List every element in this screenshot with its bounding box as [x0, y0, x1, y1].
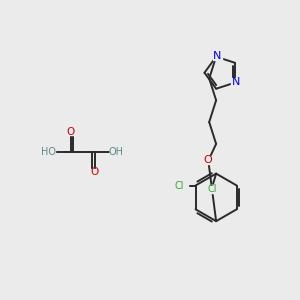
Bar	[172, 182, 188, 190]
Text: N: N	[213, 51, 221, 61]
Bar	[204, 185, 220, 194]
Bar	[67, 129, 75, 135]
Bar	[91, 169, 98, 175]
Text: O: O	[204, 155, 213, 165]
Bar	[110, 148, 122, 155]
Text: OH: OH	[109, 147, 124, 157]
Bar	[43, 148, 55, 155]
Bar	[204, 156, 213, 164]
Text: O: O	[90, 167, 99, 177]
Text: Cl: Cl	[175, 181, 184, 190]
Text: Cl: Cl	[207, 184, 217, 194]
Text: HO: HO	[41, 147, 56, 157]
Bar	[213, 52, 222, 60]
Bar	[232, 78, 240, 86]
Text: N: N	[232, 76, 240, 87]
Text: O: O	[67, 127, 75, 137]
